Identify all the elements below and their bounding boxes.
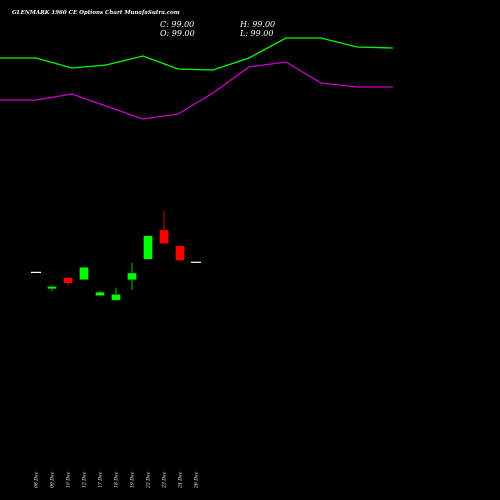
chart-title: GLENMARK 1960 CE Options Chart MunafaSut…	[12, 10, 180, 16]
candle	[47, 285, 57, 291]
x-tick-label: 08 Dec	[34, 471, 40, 488]
low-label: L: 99.00	[239, 29, 273, 38]
x-tick-label: 12 Dec	[82, 471, 88, 488]
candles	[31, 210, 201, 301]
candle-body	[63, 277, 73, 284]
candle-body	[159, 229, 169, 244]
x-tick-label: 09 Dec	[50, 471, 56, 488]
x-tick-label: 24 Dec	[178, 471, 184, 489]
candle-body	[175, 245, 185, 261]
candle	[79, 267, 89, 280]
candle-body	[47, 286, 57, 289]
x-tick-label: 19 Dec	[130, 471, 136, 488]
candle	[95, 291, 105, 296]
candle-body	[127, 272, 137, 280]
candle-body	[79, 267, 89, 280]
x-tick-label: 23 Dec	[162, 471, 168, 489]
candle	[191, 261, 201, 263]
upper-band-line	[0, 37, 394, 71]
candle	[175, 245, 185, 261]
candle-body	[191, 261, 201, 263]
candle-body	[143, 235, 153, 260]
candle-body	[111, 294, 121, 301]
candle-body	[31, 271, 41, 273]
candle	[127, 262, 137, 290]
x-tick-label: 10 Dec	[66, 471, 72, 488]
candle	[111, 287, 121, 301]
candle	[143, 235, 153, 260]
x-axis-ticks: 08 Dec 09 Dec 10 Dec 12 Dec 17 Dec 18 Dec 19 D…	[34, 471, 200, 489]
x-tick-label: 17 Dec	[98, 471, 104, 488]
close-label: C: 99.00	[160, 20, 194, 29]
x-tick-label: 18 Dec	[114, 471, 120, 488]
bollinger-bands	[0, 37, 394, 120]
candle	[31, 271, 41, 273]
candle	[63, 277, 73, 287]
open-label: O: 99.00	[160, 29, 195, 38]
candle	[159, 210, 169, 244]
lower-band-line	[0, 61, 393, 120]
high-label: H: 99.00	[239, 20, 275, 29]
x-tick-label: 26 Dec	[194, 471, 200, 489]
x-tick-label: 22 Dec	[146, 471, 152, 489]
candle-body	[95, 292, 105, 296]
